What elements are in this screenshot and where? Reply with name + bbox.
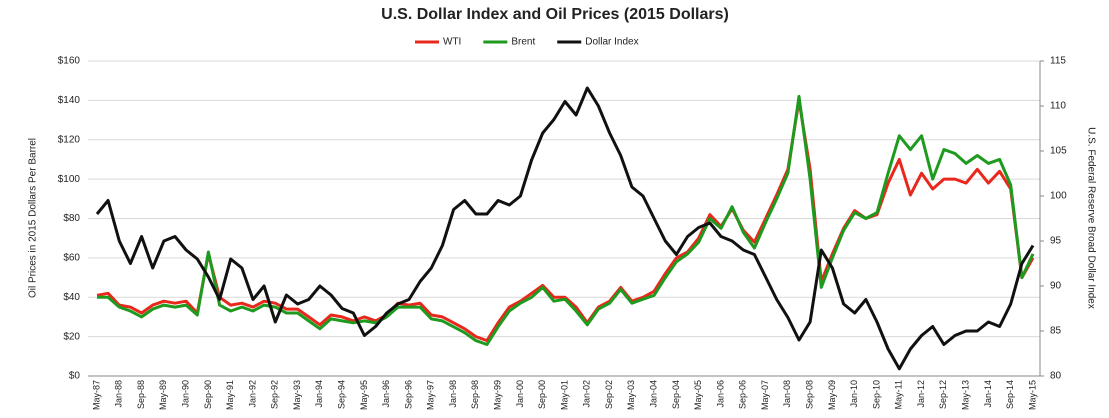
x-tick-label: Sep-90 [203,380,213,409]
x-tick-label: May-13 [961,380,971,410]
y2-tick-label: 110 [1050,101,1066,112]
y2-tick-label: 80 [1050,371,1062,382]
series-line [96,98,1035,343]
x-tick-label: May-89 [158,380,168,410]
x-tick-label: Jan-02 [582,380,592,408]
x-tick-label: Sep-02 [604,380,614,409]
chart-title: U.S. Dollar Index and Oil Prices (2015 D… [381,6,729,23]
x-tick-label: Jan-90 [181,380,191,408]
x-tick-label: Sep-06 [738,380,748,409]
series-line [97,94,1035,346]
x-tick-label: May-11 [894,380,904,409]
legend-label: WTI [443,37,461,48]
x-tick-label: May-05 [693,380,703,410]
x-tick-label: May-93 [292,380,302,410]
y2-tick-label: 100 [1050,191,1067,202]
x-tick-label: Jan-14 [983,380,993,408]
y-tick-label: $120 [58,134,81,145]
y-tick-label: $160 [58,56,81,67]
x-tick-label: Jan-12 [916,380,926,408]
y2-tick-label: 95 [1050,236,1062,247]
y2-axis-title: U.S. Federal Reserve Broad Dollar Index [1085,127,1096,309]
x-tick-label: Jan-00 [515,380,525,408]
x-tick-label: May-03 [626,380,636,410]
y-tick-label: $0 [69,371,81,382]
x-tick-label: Sep-14 [1005,380,1015,409]
x-tick-label: Sep-00 [537,380,547,409]
y-axis-title: Oil Prices in 2015 Dollars Per Barrel [28,138,39,298]
x-tick-label: May-97 [426,380,436,410]
y2-tick-label: 85 [1050,326,1062,337]
y-tick-label: $80 [63,213,80,224]
x-tick-label: May-99 [493,380,503,410]
x-tick-label: May-07 [760,380,770,410]
legend-label: Dollar Index [585,37,638,48]
x-tick-label: Jan-04 [649,380,659,408]
x-tick-label: Sep-08 [805,380,815,409]
x-tick-label: Sep-88 [136,380,146,409]
y-tick-label: $40 [63,292,80,303]
x-tick-label: Jan-06 [715,380,725,408]
y2-tick-label: 90 [1050,281,1062,292]
x-tick-label: Sep-10 [871,380,881,409]
y-tick-label: $140 [58,95,81,106]
x-tick-label: Sep-12 [938,380,948,409]
series-line [95,86,1035,371]
x-tick-label: Jan-08 [782,380,792,408]
y2-tick-label: 105 [1050,146,1067,157]
x-tick-label: Jan-98 [448,380,458,408]
x-tick-label: May-01 [559,380,569,410]
x-tick-label: Jan-92 [247,380,257,408]
x-tick-label: May-91 [225,380,235,410]
y-tick-label: $20 [63,331,80,342]
y-tick-label: $100 [58,174,81,185]
y-tick-label: $60 [63,253,80,264]
x-tick-label: May-95 [359,380,369,410]
x-tick-label: May-15 [1027,380,1037,410]
legend-label: Brent [511,37,535,48]
x-tick-label: Sep-98 [470,380,480,409]
x-tick-label: May-09 [827,380,837,410]
x-tick-label: Sep-96 [403,380,413,409]
x-tick-label: Jan-94 [314,380,324,408]
y2-tick-label: 115 [1050,56,1066,67]
x-tick-label: Jan-10 [849,380,859,408]
x-tick-label: Sep-04 [671,380,681,409]
x-tick-label: Sep-92 [270,380,280,409]
x-tick-label: Sep-94 [337,380,347,409]
x-tick-label: May-87 [91,380,101,410]
x-tick-label: Jan-88 [114,380,124,408]
x-tick-label: Jan-96 [381,380,391,408]
